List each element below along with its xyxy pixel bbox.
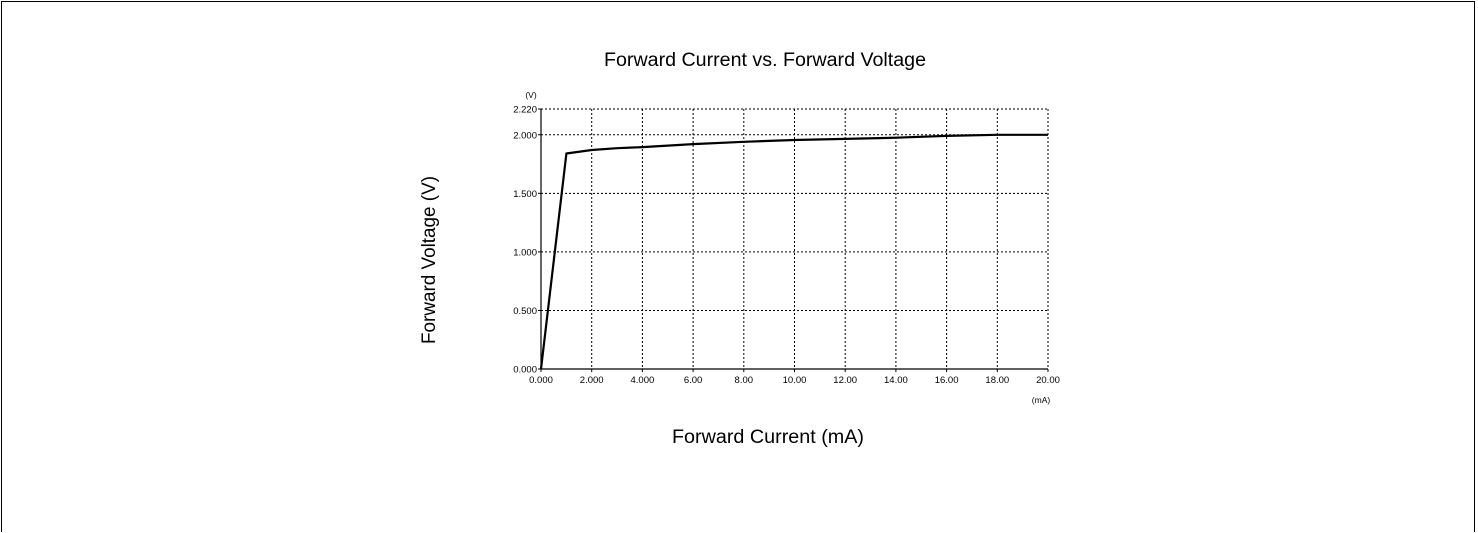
y-tick-label: 0.000 — [513, 365, 537, 376]
x-unit-label: (mA) — [1032, 395, 1051, 405]
x-tick-label: 6.00 — [684, 375, 703, 386]
y-tick-label: 2.220 — [513, 105, 537, 116]
x-tick-label: 20.00 — [1036, 375, 1060, 386]
x-tick-label: 16.00 — [935, 375, 959, 386]
y-tick-label: 2.000 — [513, 130, 537, 141]
x-tick-label: 12.00 — [833, 375, 857, 386]
series-line-0 — [539, 133, 1048, 370]
x-tick-label: 2.000 — [580, 375, 604, 386]
series-layer — [539, 133, 1048, 370]
x-tick-label: 14.00 — [884, 375, 908, 386]
axis-ticks: 0.000 2.000 4.000 6.00 8.00 10.00 12.00 14.00 16… — [513, 105, 1060, 387]
y-unit-label: (V) — [525, 90, 537, 100]
x-tick-label: 4.000 — [631, 375, 655, 386]
x-tick-label: 8.00 — [735, 375, 754, 386]
y-tick-label: 1.000 — [513, 247, 537, 258]
y-tick-label: 0.500 — [513, 306, 537, 317]
x-axis-label: Forward Current (mA) — [672, 427, 864, 448]
x-tick-label: 10.00 — [783, 375, 807, 386]
grid — [541, 108, 1049, 369]
x-tick-label: 18.00 — [985, 375, 1009, 386]
y-axis-label: Forward Voltage (V) — [419, 176, 440, 344]
y-tick-label: 1.500 — [513, 189, 537, 200]
chart-title: Forward Current vs. Forward Voltage — [604, 50, 926, 71]
x-tick-label: 0.000 — [529, 375, 553, 386]
